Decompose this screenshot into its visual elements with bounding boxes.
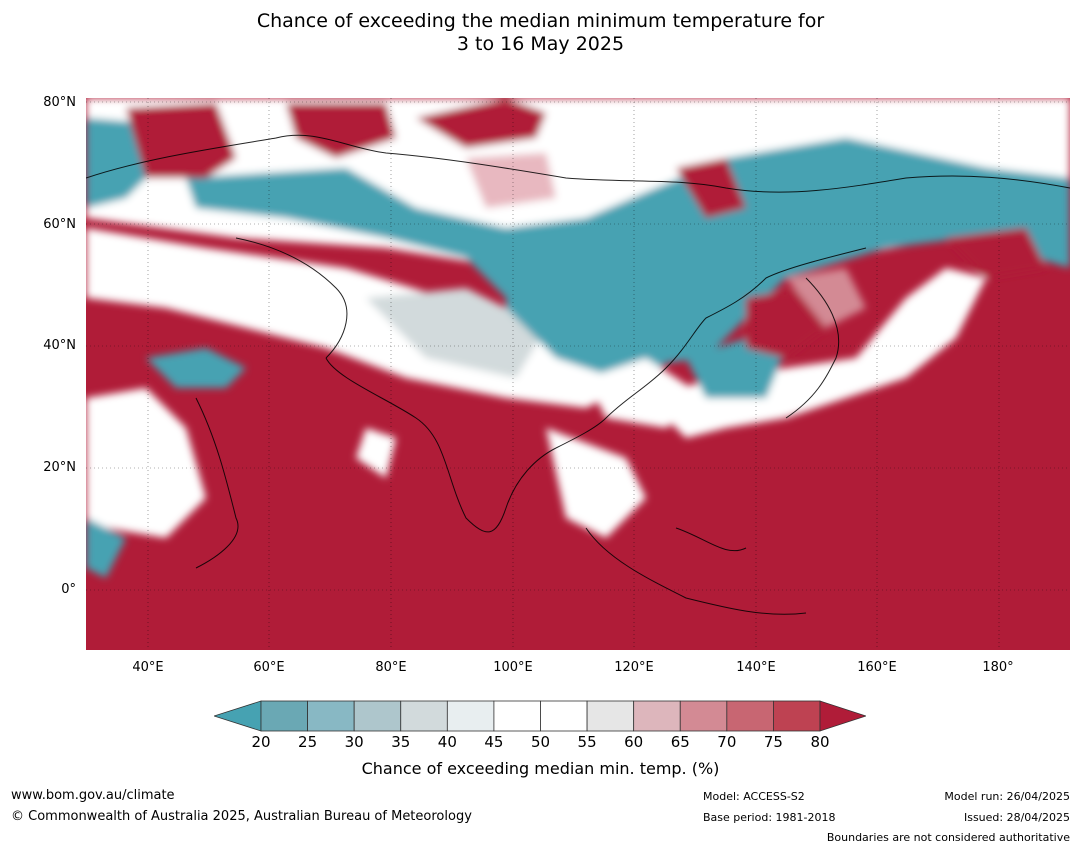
colorbar [214, 700, 866, 732]
model-name: Model: ACCESS-S2 [703, 790, 805, 803]
lat-label-80n: 80°N [43, 95, 76, 110]
lon-label-140e: 140°E [736, 660, 776, 675]
colorbar-tick-35: 35 [391, 733, 411, 751]
probability-fields [86, 98, 1070, 578]
chart-title: Chance of exceeding the median minimum t… [0, 10, 1081, 56]
boundaries-disclaimer: Boundaries are not considered authoritat… [826, 831, 1070, 844]
lat-label-20n: 20°N [43, 460, 76, 475]
lon-label-60e: 60°E [253, 660, 285, 675]
colorbar-segment-20-25 [260, 700, 308, 732]
colorbar-tick-20: 20 [251, 733, 271, 751]
colorbar-tick-25: 25 [298, 733, 318, 751]
colorbar-extend-high [819, 700, 866, 732]
map-panel [86, 98, 1070, 650]
colorbar-segment-50-55 [540, 700, 588, 732]
colorbar-label: Chance of exceeding median min. temp. (%… [361, 759, 720, 778]
lon-label-120e: 120°E [614, 660, 654, 675]
graticule [86, 98, 1070, 650]
colorbar-segment-45-50 [493, 700, 541, 732]
lon-label-180: 180° [982, 660, 1014, 675]
model-run-date: Model run: 26/04/2025 [944, 790, 1070, 803]
colorbar-tick-75: 75 [763, 733, 783, 751]
colorbar-tick-55: 55 [577, 733, 597, 751]
base-period: Base period: 1981-2018 [703, 811, 836, 824]
lon-label-100e: 100°E [493, 660, 533, 675]
colorbar-tick-50: 50 [530, 733, 551, 751]
colorbar-tick-45: 45 [484, 733, 504, 751]
colorbar-segment-40-45 [446, 700, 495, 732]
colorbar-tick-65: 65 [670, 733, 690, 751]
colorbar-segment-70-75 [726, 700, 774, 732]
colorbar-segment-55-60 [586, 700, 635, 732]
colorbar-segment-75-80 [773, 700, 821, 732]
colorbar-tick-60: 60 [624, 733, 644, 751]
coastlines [86, 134, 1070, 615]
lat-label-0: 0° [61, 582, 76, 597]
copyright-text: © Commonwealth of Australia 2025, Austra… [11, 809, 472, 824]
lon-label-40e: 40°E [132, 660, 164, 675]
lat-label-40n: 40°N [43, 338, 76, 353]
colorbar-segment-60-65 [633, 700, 681, 732]
website-link[interactable]: www.bom.gov.au/climate [11, 788, 175, 803]
lon-label-80e: 80°E [375, 660, 407, 675]
colorbar-segment-65-70 [679, 700, 728, 732]
map-canvas [86, 98, 1070, 650]
title-line-1: Chance of exceeding the median minimum t… [256, 10, 825, 32]
colorbar-tick-70: 70 [717, 733, 737, 751]
colorbar-segment-35-40 [400, 700, 448, 732]
colorbar-tick-80: 80 [810, 733, 830, 751]
issued-date: Issued: 28/04/2025 [963, 811, 1070, 824]
title-line-2: 3 to 16 May 2025 [456, 33, 625, 55]
colorbar-tick-30: 30 [344, 733, 364, 751]
lat-label-60n: 60°N [43, 217, 76, 232]
colorbar-segment-25-30 [307, 700, 355, 732]
colorbar-extend-low [214, 700, 262, 732]
colorbar-segment-30-35 [353, 700, 402, 732]
lon-label-160e: 160°E [857, 660, 897, 675]
colorbar-tick-40: 40 [437, 733, 457, 751]
